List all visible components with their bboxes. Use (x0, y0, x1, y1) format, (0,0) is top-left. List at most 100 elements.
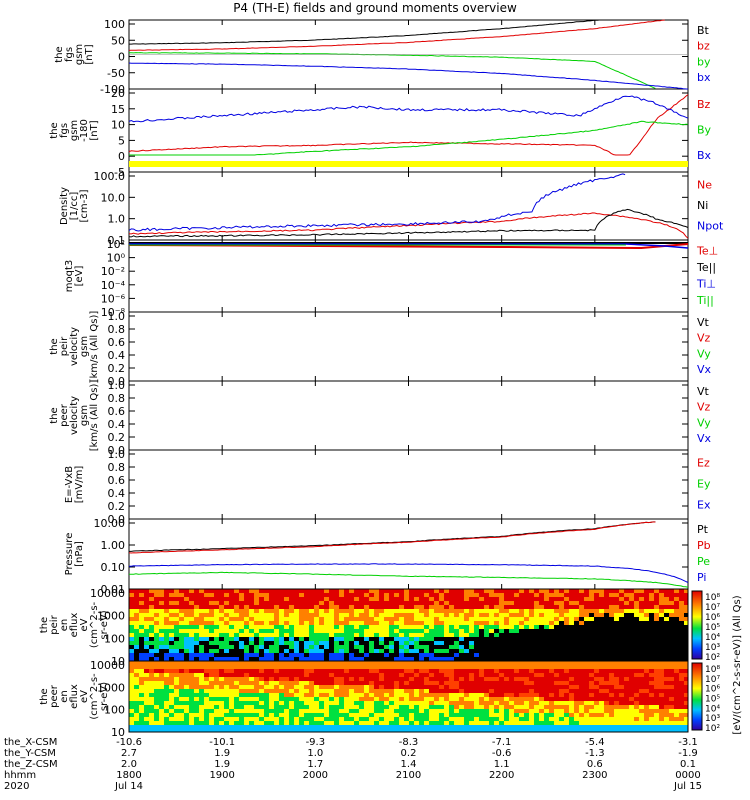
spectrogram-cell (619, 625, 624, 629)
spectrogram-cell (154, 685, 159, 689)
spectrogram-cell (394, 729, 399, 732)
spectrogram-cell (644, 665, 649, 669)
spectrogram-cell (554, 673, 559, 677)
spectrogram-cell (159, 637, 164, 641)
spectrogram-cell (414, 609, 419, 613)
spectrogram-cell (414, 629, 419, 633)
spectrogram-cell (184, 729, 189, 732)
spectrogram-cell (474, 713, 479, 717)
spectrogram-cell (459, 705, 464, 709)
spectrogram-cell (149, 621, 154, 625)
spectrogram-cell (459, 637, 464, 641)
spectrogram-cell (504, 593, 509, 597)
spectrogram-cell (219, 681, 224, 685)
spectrogram-cell (554, 713, 559, 717)
spectrogram-cell (299, 613, 304, 617)
spectrogram-cell (244, 633, 249, 637)
spectrogram-cell (274, 625, 279, 629)
spectrogram-cell (434, 685, 439, 689)
spectrogram-cell (479, 669, 484, 673)
spectrogram-cell (294, 605, 299, 609)
spectrogram-cell (464, 721, 469, 725)
spectrogram-cell (499, 601, 504, 605)
spectrogram-cell (264, 689, 269, 693)
spectrogram-cell (139, 689, 144, 693)
spectrogram-cell (499, 645, 504, 649)
spectrogram-cell (514, 729, 519, 732)
colorbar-tick: 10⁸ (705, 665, 720, 675)
spectrogram-cell (489, 653, 494, 657)
spectrogram-cell (489, 677, 494, 681)
spectrogram-cell (169, 705, 174, 709)
spectrogram-cell (289, 673, 294, 677)
spectrogram-cell (479, 681, 484, 685)
spectrogram-cell (324, 605, 329, 609)
spectrogram-cell (634, 601, 639, 605)
spectrogram-cell (339, 593, 344, 597)
spectrogram-cell (419, 669, 424, 673)
spectrogram-cell (399, 617, 404, 621)
spectrogram-cell (604, 617, 609, 621)
spectrogram-cell (399, 649, 404, 653)
spectrogram-cell (284, 653, 289, 657)
spectrogram-cell (149, 649, 154, 653)
spectrogram-cell (189, 605, 194, 609)
spectrogram-cell (674, 645, 679, 649)
spectrogram-cell (559, 601, 564, 605)
spectrogram-cell (589, 617, 594, 621)
spectrogram-cell (569, 689, 574, 693)
spectrogram-cell (364, 613, 369, 617)
spectrogram-cell (439, 721, 444, 725)
spectrogram-cell (634, 621, 639, 625)
spectrogram-cell (619, 629, 624, 633)
spectrogram-cell (129, 701, 134, 705)
spectrogram-cell (434, 713, 439, 717)
spectrogram-cell (254, 613, 259, 617)
spectrogram-cell (644, 729, 649, 732)
spectrogram-cell (169, 605, 174, 609)
spectrogram-cell (354, 705, 359, 709)
spectrogram-cell (659, 709, 664, 713)
spectrogram-cell (169, 637, 174, 641)
colorbar-label: [eV/(cm^2-s-sr-eV)] (All Qs) (732, 595, 743, 734)
spectrogram-cell (444, 649, 449, 653)
spectrogram-cell (589, 669, 594, 673)
spectrogram-cell (149, 689, 154, 693)
spectrogram-cell (329, 645, 334, 649)
spectrogram-cell (504, 677, 509, 681)
spectrogram-cell (614, 621, 619, 625)
spectrogram-cell (219, 613, 224, 617)
spectrogram-cell (379, 617, 384, 621)
spectrogram-cell (374, 597, 379, 601)
spectrogram-cell (344, 617, 349, 621)
spectrogram-cell (514, 649, 519, 653)
spectrogram-cell (334, 697, 339, 701)
spectrogram-cell (149, 669, 154, 673)
spectrogram-cell (609, 665, 614, 669)
spectrogram-cell (504, 705, 509, 709)
spectrogram-cell (164, 673, 169, 677)
spectrogram-cell (334, 669, 339, 673)
spectrogram-cell (589, 633, 594, 637)
spectrogram-cell (354, 589, 359, 593)
spectrogram-cell (144, 677, 149, 681)
spectrogram-cell (419, 597, 424, 601)
spectrogram-cell (529, 641, 534, 645)
spectrogram-cell (394, 677, 399, 681)
spectrogram-cell (649, 681, 654, 685)
spectrogram-cell (384, 641, 389, 645)
spectrogram-cell (394, 725, 399, 729)
spectrogram-cell (329, 665, 334, 669)
spectrogram-cell (184, 657, 189, 661)
spectrogram-cell (659, 717, 664, 721)
spectrogram-cell (559, 681, 564, 685)
spectrogram-cell (474, 697, 479, 701)
spectrogram-cell (344, 613, 349, 617)
spectrogram-cell (674, 729, 679, 732)
spectrogram-cell (334, 613, 339, 617)
spectrogram-cell (404, 729, 409, 732)
spectrogram-cell (619, 673, 624, 677)
spectrogram-cell (489, 729, 494, 732)
spectrogram-cell (244, 721, 249, 725)
spectrogram-cell (559, 673, 564, 677)
